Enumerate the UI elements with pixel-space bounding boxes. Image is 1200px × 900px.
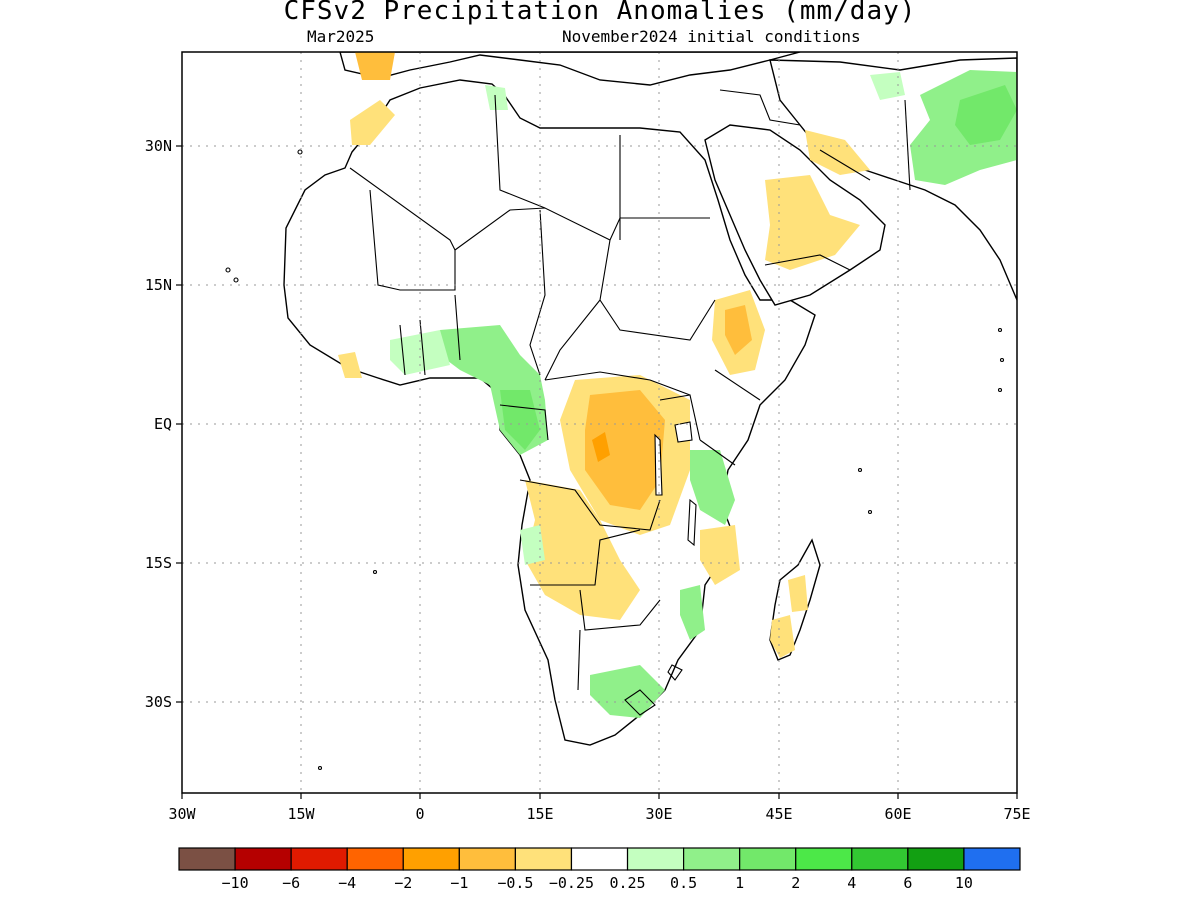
colorbar-swatch [626,847,685,871]
tick-marks [176,145,1018,799]
map-title: CFSv2 Precipitation Anomalies (mm/day) [283,0,917,26]
colorbar-swatch [739,847,797,871]
lon-tick-label: 60E [884,805,911,823]
colorbar-swatch [178,847,236,871]
lat-tick-label: 15S [145,554,172,572]
lat-tick-label: EQ [154,415,172,433]
lon-tick-label: 45E [765,805,792,823]
colorbar-label: 6 [903,874,912,892]
colorbar [178,847,1021,871]
initial-conditions: November2024 initial conditions [562,27,861,46]
lat-tick-label: 30S [145,693,172,711]
africa-landmass [283,79,816,746]
colorbar-label: −2 [394,874,412,892]
colorbar-label: 0.25 [609,874,645,892]
longitude-labels: 30W 15W 0 15E 30E 45E 60E 75E [168,805,1030,823]
lon-tick-label: 15E [526,805,553,823]
colorbar-swatch [234,847,292,871]
colorbar-label: 4 [847,874,856,892]
colorbar-swatch [514,847,573,871]
colorbar-label: −1 [450,874,468,892]
colorbar-label: −6 [282,874,300,892]
colorbar-label: 0.5 [670,874,697,892]
colorbar-swatch [907,847,965,871]
colorbar-label: −10 [222,874,249,892]
colorbar-swatch [402,847,460,871]
colorbar-swatch [963,847,1021,871]
colorbar-swatch [346,847,404,871]
colorbar-swatch [290,847,348,871]
lat-tick-label: 15N [145,276,172,294]
europe-landmass [339,52,801,86]
forecast-month: Mar2025 [307,27,375,46]
colorbar-label: −0.25 [549,874,594,892]
colorbar-labels: −10 −6 −4 −2 −1 −0.5 −0.25 0.25 0.5 1 2 4 6 10 [222,874,973,892]
country-borders [349,89,911,716]
colorbar-label: 2 [791,874,800,892]
lat-tick-label: 30N [145,137,172,155]
colorbar-label: 10 [955,874,973,892]
colorbar-label: −0.5 [497,874,533,892]
graticule [182,52,1017,793]
map-frame [181,51,1018,794]
colorbar-swatch [682,847,741,871]
lon-tick-label: 0 [415,805,424,823]
lon-tick-label: 30E [645,805,672,823]
colorbar-swatch [851,847,909,871]
lon-tick-label: 30W [168,805,196,823]
lon-tick-label: 15W [287,805,315,823]
colorbar-swatch [458,847,517,871]
colorbar-swatch [795,847,853,871]
colorbar-label: 1 [735,874,744,892]
colorbar-label: −4 [338,874,356,892]
map-area [225,52,1017,771]
latitude-labels: 30N 15N EQ 15S 30S [145,137,172,711]
lakes-and-islands [225,149,1005,771]
wet-anomaly-regions [390,70,1017,718]
lon-tick-label: 75E [1003,805,1030,823]
colorbar-swatch [570,847,629,871]
